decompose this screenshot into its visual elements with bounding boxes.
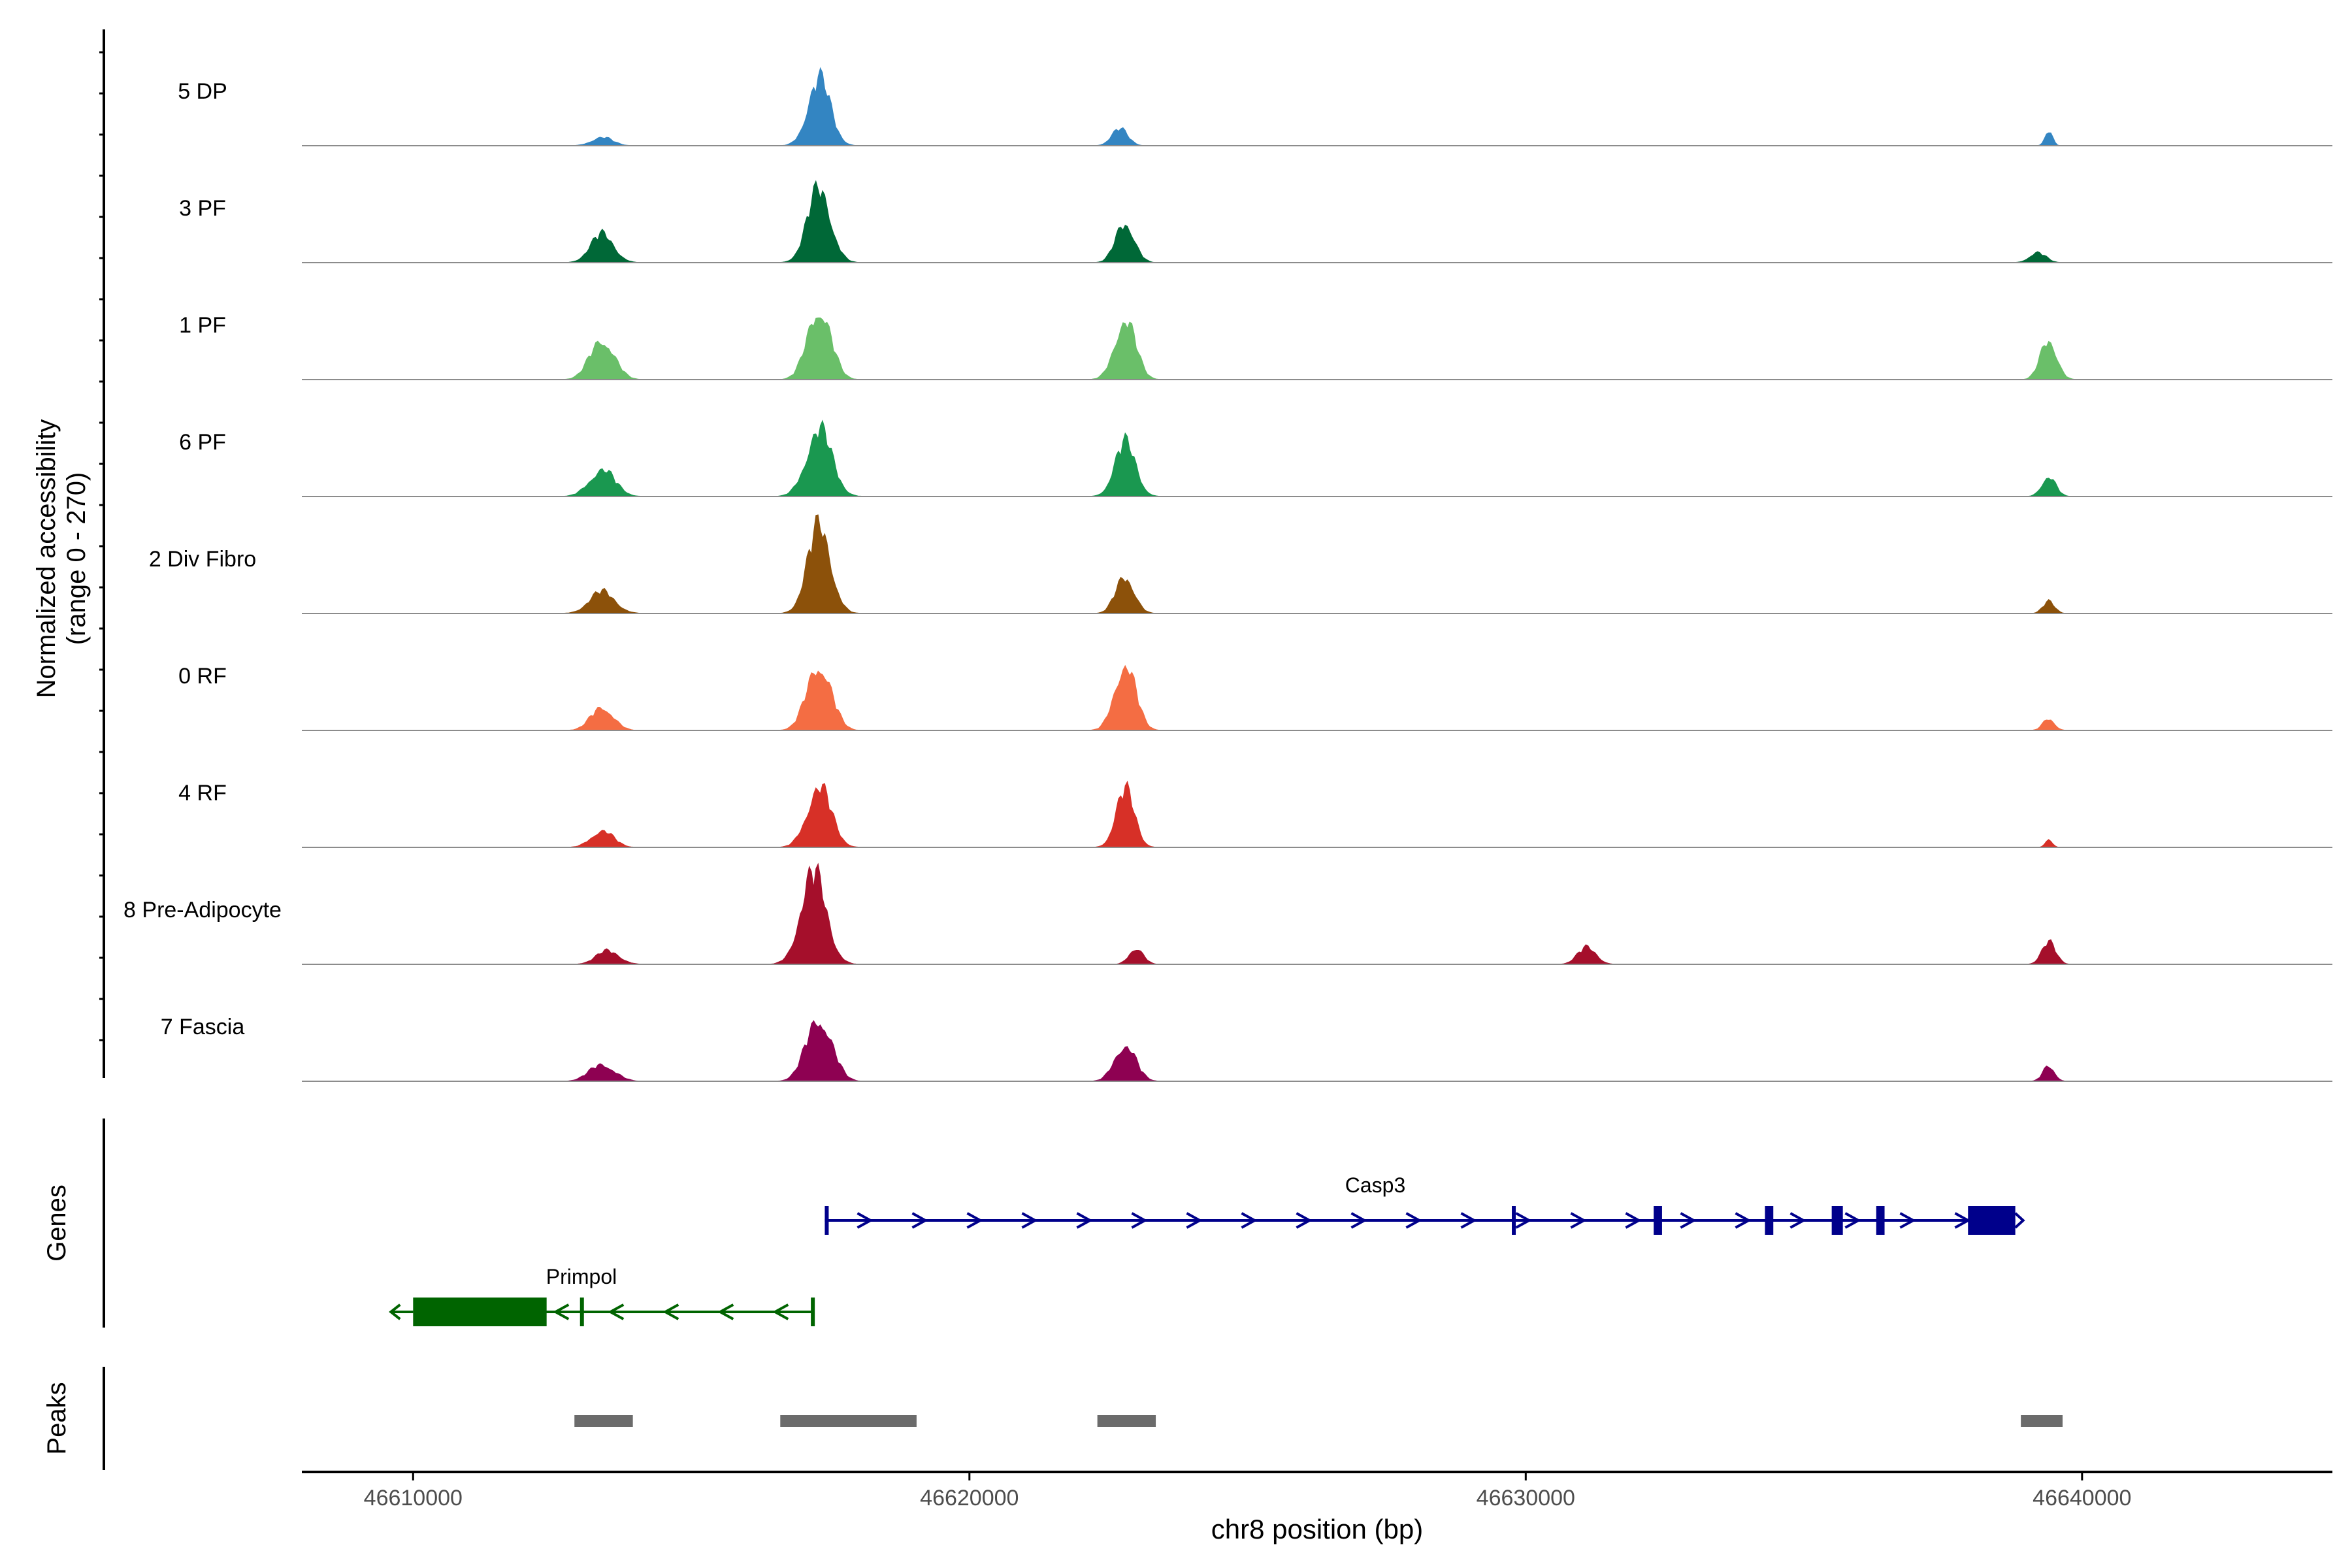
gene-exon [1876,1206,1885,1235]
gene-exon [811,1298,815,1326]
peak-region [2021,1415,2063,1427]
gene-casp3: Casp3 [825,1173,2025,1235]
strand-chevron [717,1303,734,1320]
coverage-area [302,664,2332,731]
coverage-area [302,780,2332,848]
gene-exon [825,1206,829,1235]
coverage-area [302,180,2332,263]
strand-chevron [1021,1212,1038,1229]
strand-chevron [1515,1212,1532,1229]
strand-chevron [1680,1212,1697,1229]
coverage-area [302,419,2332,497]
track-label: 2 Div Fibro [149,547,256,572]
strand-chevron [1405,1212,1422,1229]
gene-primpol: Primpol [389,1265,815,1326]
track-label: 5 DP [178,79,227,104]
track-0-rf: 0 RF [178,664,2332,731]
coverage-area [302,862,2332,965]
peaks-track [574,1415,2063,1427]
strand-chevron [1789,1212,1806,1229]
track-label: 8 Pre-Adipocyte [123,898,282,923]
x-axis-label: chr8 position (bp) [1211,1514,1424,1544]
strand-chevron [1296,1212,1313,1229]
strand-chevron [1899,1212,1916,1229]
strand-chevron [966,1212,983,1229]
track-4-rf: 4 RF [178,780,2332,848]
strand-chevron [1131,1212,1148,1229]
x-axis-ticks: 46610000 46620000 46630000 46640000 [364,1472,2131,1511]
gene-exon [1968,1206,2016,1235]
peak-region [1097,1415,1156,1427]
track-5-dp: 5 DP [178,67,2332,146]
coverage-area [302,1020,2332,1082]
gene-exon [1512,1206,1516,1235]
gene-label: Casp3 [1345,1173,1406,1197]
gene-exon [413,1298,547,1326]
strand-chevron [911,1212,928,1229]
x-tick-label: 46640000 [2033,1486,2131,1511]
coverage-tracks: 5 DP 3 PF 1 PF 6 PF 2 Div Fibro 0 RF 4 RF 8 Pre… [123,67,2332,1082]
y-axis-label: Normalized accessibility [32,419,61,698]
track-7-fascia: 7 Fascia [161,1015,2332,1082]
track-label: 3 PF [179,196,226,221]
gene-exon [1831,1206,1843,1235]
strand-end-chevron [2014,1212,2025,1229]
strand-chevron [1570,1212,1587,1229]
strand-chevron [857,1212,874,1229]
peak-region [574,1415,633,1427]
y-axis-range-label: (range 0 - 270) [62,472,91,645]
coverage-area [302,514,2332,614]
strand-chevron [772,1303,789,1320]
x-tick-label: 46620000 [920,1486,1019,1511]
gene-exon [1765,1206,1774,1235]
strand-chevron [608,1303,625,1320]
x-tick-label: 46610000 [364,1486,463,1511]
track-8-pre-adipocyte: 8 Pre-Adipocyte [123,862,2332,965]
coverage-area [302,318,2332,380]
strand-chevron [1844,1212,1861,1229]
gene-exon [1654,1206,1662,1235]
peak-region [780,1415,917,1427]
strand-chevron [1735,1212,1752,1229]
gene-track: Casp3 Primpol [389,1173,2025,1326]
track-label: 6 PF [179,430,226,455]
coverage-axis-ticks [99,51,104,1041]
strand-chevron [1350,1212,1367,1229]
track-3-pf: 3 PF [179,180,2332,263]
strand-chevron [662,1303,679,1320]
strand-chevron [1076,1212,1093,1229]
gene-label: Primpol [546,1265,617,1288]
strand-chevron [1625,1212,1642,1229]
track-label: 1 PF [179,313,226,338]
x-tick-label: 46630000 [1477,1486,1575,1511]
strand-chevron [1186,1212,1203,1229]
strand-chevron [1460,1212,1477,1229]
track-1-pf: 1 PF [179,313,2332,380]
track-label: 7 Fascia [161,1015,245,1039]
genes-track-label: Genes [42,1184,71,1262]
track-2-div-fibro: 2 Div Fibro [149,514,2332,614]
track-6-pf: 6 PF [179,419,2332,497]
gene-exon [580,1298,584,1326]
y-axis-title: Normalized accessibility (range 0 - 270) [32,419,91,698]
track-label: 4 RF [178,781,227,806]
track-label: 0 RF [178,664,227,689]
strand-chevron [553,1303,570,1320]
coverage-area [302,67,2332,146]
strand-chevron [1241,1212,1258,1229]
peaks-track-label: Peaks [42,1382,71,1454]
